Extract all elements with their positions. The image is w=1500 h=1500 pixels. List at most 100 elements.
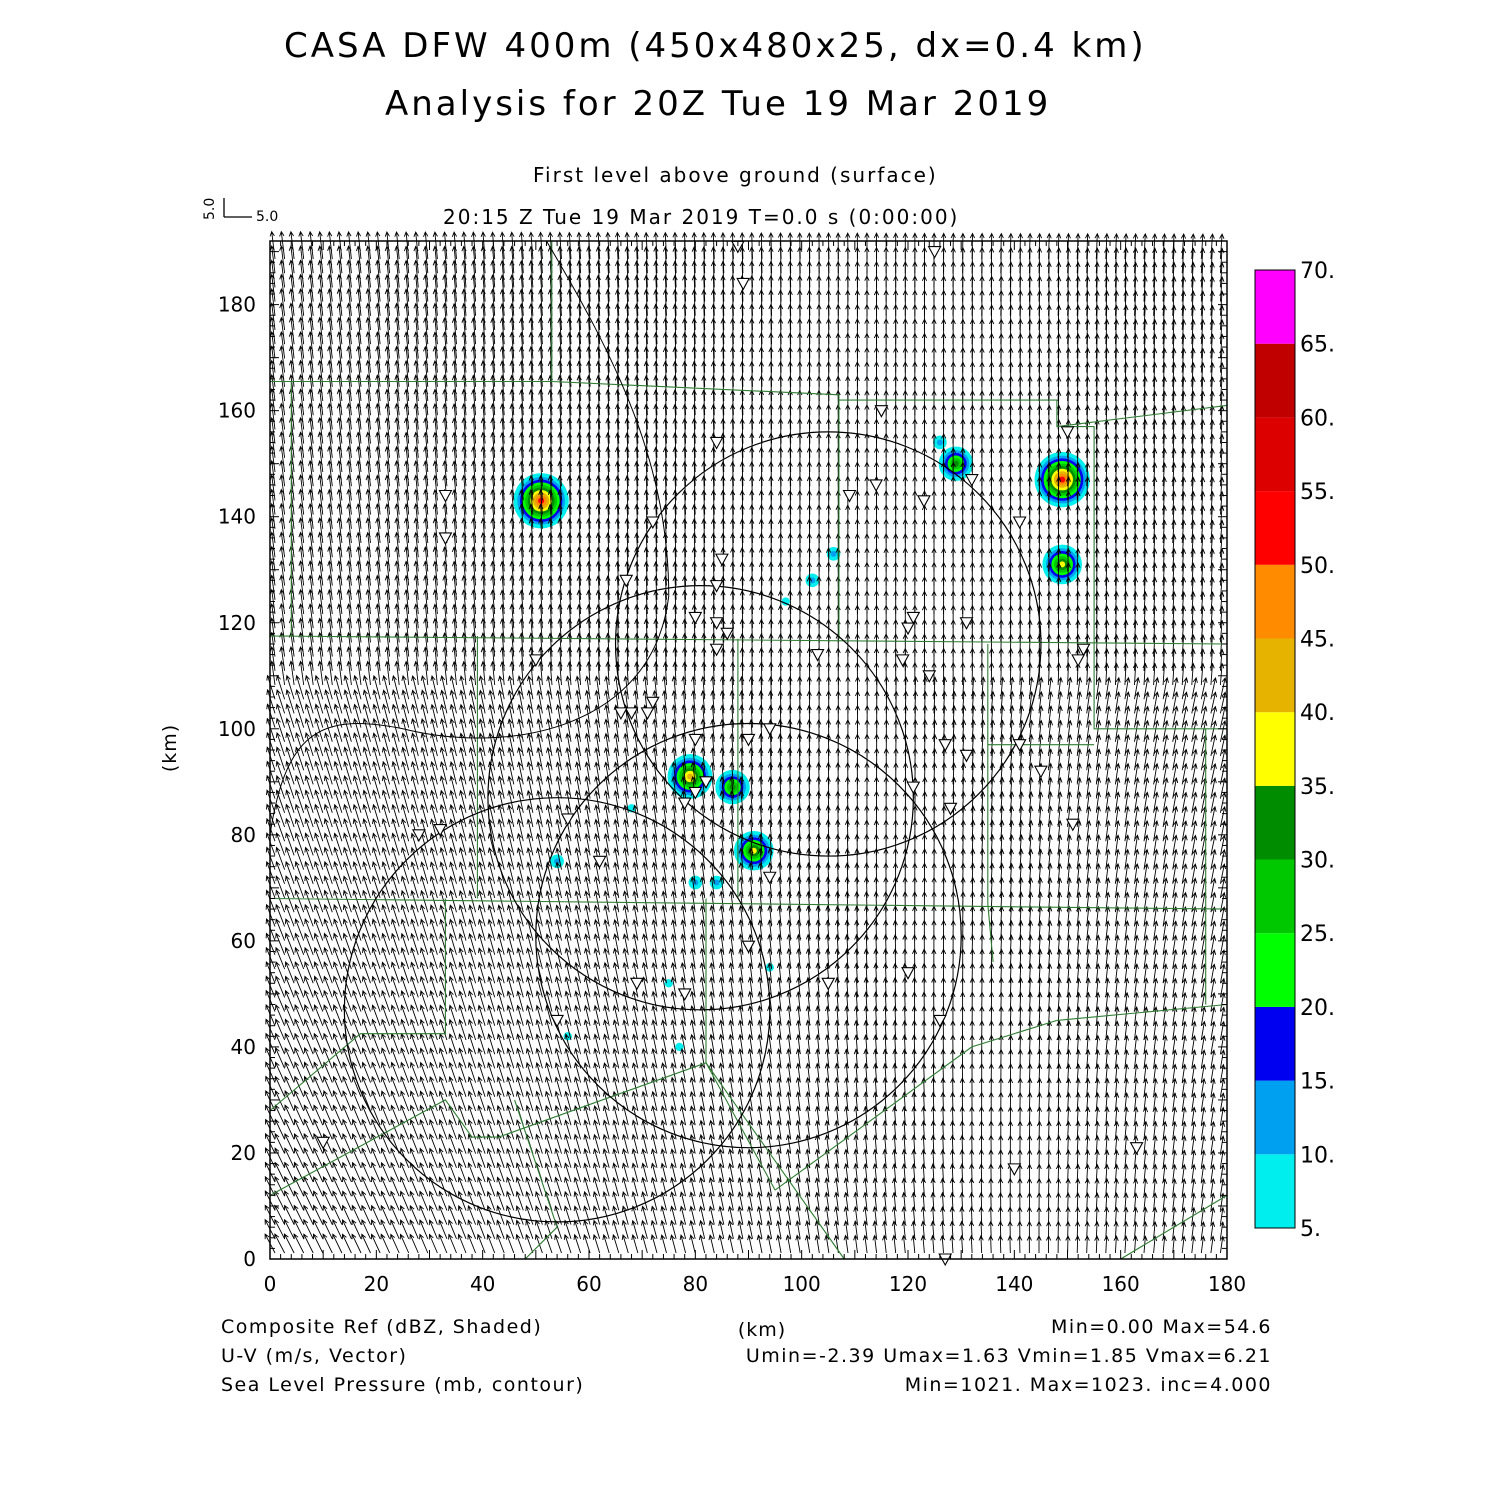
wind-vector <box>1113 1177 1119 1197</box>
wind-vector <box>294 1118 305 1140</box>
wind-vector <box>400 1104 410 1126</box>
wind-vector <box>602 1191 610 1211</box>
wind-vector <box>342 1104 352 1126</box>
wind-vector <box>544 1147 553 1168</box>
wind-vector <box>708 1234 715 1254</box>
wind-vector <box>1065 1120 1071 1140</box>
wind-vector <box>274 1161 286 1183</box>
wind-vector <box>1200 1192 1206 1211</box>
wind-vector <box>525 1176 534 1197</box>
wind-vector <box>593 1133 601 1154</box>
wind-vector <box>515 1162 524 1183</box>
wind-vector <box>747 1234 753 1254</box>
wind-vector <box>525 1162 534 1183</box>
wind-vector <box>361 1118 371 1140</box>
wind-vector <box>1181 676 1189 700</box>
wind-vector <box>477 1090 486 1112</box>
wind-vector <box>342 1176 352 1197</box>
wind-vector <box>342 1161 352 1183</box>
wind-vector <box>274 1218 285 1240</box>
wind-vector <box>294 1104 305 1126</box>
wind-vector <box>921 1105 927 1126</box>
wind-vector <box>284 1132 295 1154</box>
wind-vector <box>409 1118 419 1140</box>
wind-vector <box>564 1147 572 1168</box>
wind-vector <box>303 1090 314 1112</box>
wind-vector <box>438 1219 448 1239</box>
wind-vector <box>766 1134 773 1154</box>
wind-vector <box>409 1090 419 1112</box>
wind-vector <box>380 1190 391 1211</box>
wind-vector <box>544 1162 553 1183</box>
wind-vector <box>670 1219 677 1239</box>
wind-vector <box>284 1089 295 1112</box>
wind-vector <box>650 1233 658 1254</box>
wind-vector <box>814 1162 820 1183</box>
wind-vector <box>911 1120 917 1140</box>
wind-vector <box>448 1219 457 1239</box>
wind-vector <box>795 1220 801 1239</box>
wind-vector <box>660 1105 667 1126</box>
wind-vector <box>776 1119 782 1140</box>
wind-vector <box>400 1133 410 1154</box>
wind-vector <box>679 1119 687 1140</box>
wind-vector <box>959 1206 965 1225</box>
wind-vector <box>332 1176 343 1197</box>
wind-vector <box>1219 1135 1226 1154</box>
wind-vector <box>892 1120 898 1140</box>
wind-vector <box>1103 1220 1110 1239</box>
wind-vector <box>448 1176 457 1197</box>
wind-vector <box>467 1119 477 1140</box>
wind-vector <box>699 1176 706 1197</box>
wind-vector <box>506 1219 515 1239</box>
wind-vector <box>621 1219 629 1239</box>
wind-vector <box>718 1105 725 1126</box>
wind-vector <box>564 1119 572 1140</box>
wind-vector <box>1172 676 1179 700</box>
wind-vector <box>458 1090 467 1112</box>
wind-vector <box>718 1148 725 1168</box>
wind-vector <box>1142 1220 1148 1239</box>
wind-vector <box>939 1234 946 1254</box>
wind-vector <box>351 1147 362 1168</box>
wind-vector <box>295 717 305 742</box>
wind-vector <box>573 1147 582 1168</box>
wind-vector <box>670 1105 677 1126</box>
wind-vector <box>322 1118 333 1140</box>
wind-vector <box>612 1205 620 1225</box>
wind-vector <box>274 1204 286 1225</box>
wind-vector <box>930 1091 936 1112</box>
reflectivity-contour <box>554 858 561 865</box>
wind-vector <box>313 1175 324 1197</box>
wind-vector <box>284 1147 295 1168</box>
wind-vector <box>776 1219 782 1239</box>
wind-vector <box>698 1219 706 1239</box>
wind-vector <box>351 1190 362 1211</box>
wind-vector <box>670 1148 677 1168</box>
wind-vector <box>843 1234 849 1254</box>
wind-vector <box>930 1148 936 1168</box>
wind-vector <box>1104 1192 1110 1211</box>
wind-vector <box>1171 1235 1177 1254</box>
wind-vector <box>486 1162 496 1183</box>
wind-vector <box>419 1204 429 1225</box>
wind-vector <box>621 1162 629 1183</box>
wind-vector <box>940 1134 946 1154</box>
wind-vector <box>564 1162 572 1183</box>
wind-vector <box>458 1104 467 1126</box>
wind-vector <box>949 1120 956 1140</box>
wind-vector <box>400 1176 410 1197</box>
wind-vector <box>496 1205 505 1225</box>
wind-vector <box>303 1147 314 1168</box>
wind-vector <box>747 1162 753 1183</box>
wind-vector <box>689 1105 696 1126</box>
wind-vector <box>699 1119 706 1140</box>
wind-vector <box>496 1090 505 1112</box>
wind-vector <box>313 1104 324 1126</box>
chart-title-line1: CASA DFW 400m (450x480x25, dx=0.4 km) <box>284 26 1147 66</box>
wind-vector <box>747 1148 753 1168</box>
wind-vector <box>448 1204 457 1225</box>
wind-vector <box>824 1205 830 1225</box>
reflectivity-contour <box>1059 561 1066 568</box>
wind-vector <box>1123 1220 1129 1239</box>
